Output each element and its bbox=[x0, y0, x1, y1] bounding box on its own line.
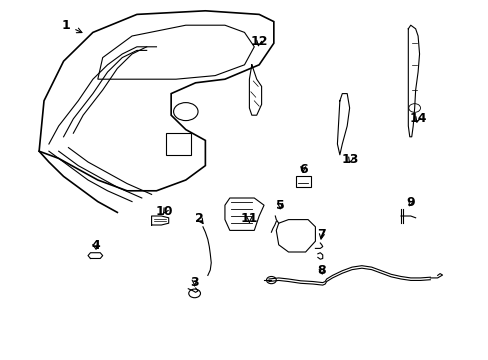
Text: 5: 5 bbox=[275, 199, 284, 212]
Text: 2: 2 bbox=[195, 212, 203, 225]
Text: 11: 11 bbox=[240, 212, 258, 225]
Text: 6: 6 bbox=[298, 163, 307, 176]
Text: 4: 4 bbox=[91, 239, 100, 252]
Text: 7: 7 bbox=[317, 228, 325, 241]
Text: 14: 14 bbox=[408, 112, 426, 125]
Text: 1: 1 bbox=[61, 19, 82, 33]
Text: 13: 13 bbox=[341, 153, 359, 166]
Text: 10: 10 bbox=[156, 205, 173, 218]
Text: 8: 8 bbox=[317, 264, 325, 276]
Text: 9: 9 bbox=[406, 196, 414, 209]
Text: 3: 3 bbox=[190, 276, 199, 289]
Text: 12: 12 bbox=[250, 35, 267, 48]
